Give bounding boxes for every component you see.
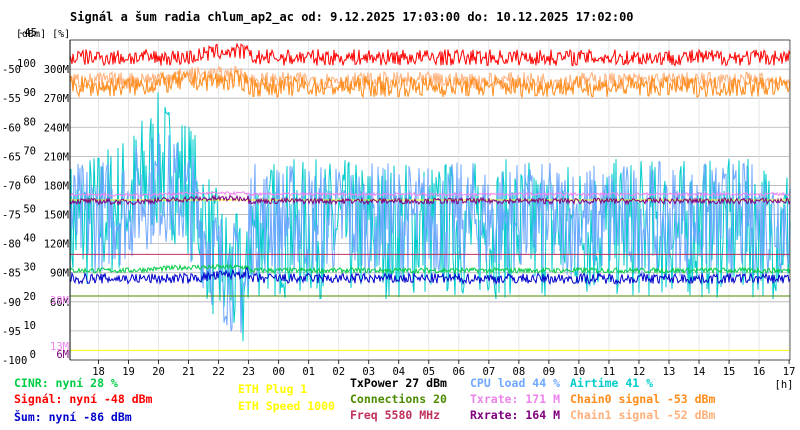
y-tick-rate: 210M (44, 151, 69, 163)
x-tick-label: 17 (783, 366, 796, 378)
y-tick-dbm: -60 (2, 122, 21, 134)
y-tick-pct: 90 (23, 87, 36, 99)
legend-item: Connections 20 (350, 392, 447, 406)
y-tick-extra: 39M (50, 295, 69, 307)
series--um (69, 266, 791, 286)
y-tick-rate: 90M (50, 268, 69, 280)
legend-item: Chain1 signal -52 dBm (570, 408, 716, 422)
series-txrate (69, 190, 790, 198)
y-tick-rate: 270M (44, 93, 69, 105)
x-tick-label: 10 (573, 366, 586, 378)
y-units-label: [dBm] [%] (16, 29, 71, 40)
axis-layer: -45-50-55-60-65-70-75-80-85-90-95-100100… (2, 27, 795, 391)
x-tick-label: 20 (152, 366, 165, 378)
legend-item: Chain0 signal -53 dBm (570, 392, 716, 406)
x-tick-label: 18 (92, 366, 105, 378)
legend-item: ETH Plug 1 (238, 382, 308, 396)
legend-item: Šum: nyní -86 dBm (14, 410, 132, 424)
y-tick-dbm: -85 (2, 268, 21, 280)
x-tick-label: 14 (693, 366, 706, 378)
legend-item: Airtime 41 % (570, 376, 654, 390)
x-tick-label: 01 (302, 366, 315, 378)
x-tick-label: 06 (452, 366, 465, 378)
legend-item: Signál: nyní -48 dBm (14, 392, 153, 406)
y-tick-rate: 120M (44, 239, 69, 251)
grid (70, 39, 790, 361)
x-tick-label: 03 (362, 366, 375, 378)
y-tick-pct: 0 (30, 349, 36, 361)
y-tick-dbm: -90 (2, 297, 21, 309)
legend-item: TxPower 27 dBm (350, 376, 447, 390)
y-tick-dbm: -65 (2, 151, 21, 163)
x-tick-label: 07 (483, 366, 496, 378)
y-tick-dbm: -100 (2, 355, 27, 367)
series-cinr (69, 263, 791, 275)
y-tick-dbm: -95 (2, 326, 21, 338)
y-tick-dbm: -75 (2, 210, 21, 222)
x-tick-label: 11 (603, 366, 616, 378)
y-tick-pct: 50 (23, 204, 36, 216)
y-tick-pct: 40 (23, 233, 36, 245)
legend-item: Freq 5580 MHz (350, 408, 441, 422)
series-chain1-signal (69, 65, 791, 91)
y-tick-pct: 80 (23, 116, 36, 128)
y-tick-dbm: -55 (2, 93, 21, 105)
y-tick-rate: 300M (44, 64, 69, 76)
y-tick-extra: 6M (56, 349, 69, 361)
series-rxrate (69, 194, 791, 206)
y-tick-pct: 60 (23, 174, 36, 186)
chart-title: Signál a šum radia chlum_ap2_ac od: 9.12… (70, 10, 634, 24)
y-tick-pct: 20 (23, 291, 36, 303)
legend-item: Rxrate: 164 M (470, 408, 561, 422)
x-tick-label: 02 (332, 366, 345, 378)
y-tick-rate: 240M (44, 122, 69, 134)
y-tick-pct: 30 (23, 262, 36, 274)
x-tick-label: 22 (212, 366, 225, 378)
x-tick-label: 23 (242, 366, 255, 378)
legend-item: CPU load 44 % (470, 376, 561, 390)
x-tick-label: 08 (513, 366, 526, 378)
y-tick-rate: 180M (44, 180, 69, 192)
x-tick-label: 00 (272, 366, 285, 378)
x-tick-label: 09 (543, 366, 556, 378)
y-tick-dbm: -45 (18, 27, 37, 39)
y-tick-dbm: -50 (2, 64, 21, 76)
x-tick-label: 19 (122, 366, 135, 378)
x-tick-label: 04 (392, 366, 405, 378)
series-cpu-load (69, 133, 791, 333)
y-tick-extra: 13M (50, 341, 69, 353)
legend-item: ETH Speed 1000 (238, 399, 335, 413)
x-tick-label: 05 (422, 366, 435, 378)
x-unit-label: [h] (775, 379, 794, 391)
y-tick-rate: 150M (44, 210, 69, 222)
x-tick-label: 13 (663, 366, 676, 378)
legend-item: Txrate: 171 M (470, 392, 561, 406)
x-tick-label: 16 (753, 366, 766, 378)
x-tick-label: 12 (633, 366, 646, 378)
x-tick-label: 15 (723, 366, 736, 378)
legend-item: CINR: nyní 28 % (14, 376, 118, 390)
y-tick-dbm: -70 (2, 180, 21, 192)
y-tick-rate: 60M (50, 297, 69, 309)
x-tick-label: 21 (182, 366, 195, 378)
series-sign-l (69, 42, 791, 67)
y-tick-pct: 70 (23, 145, 36, 157)
y-tick-pct: 100 (17, 58, 36, 70)
y-tick-dbm: -80 (2, 239, 21, 251)
y-tick-pct: 10 (23, 320, 36, 332)
series-layer (69, 42, 791, 351)
series-chain0-signal (69, 68, 791, 99)
